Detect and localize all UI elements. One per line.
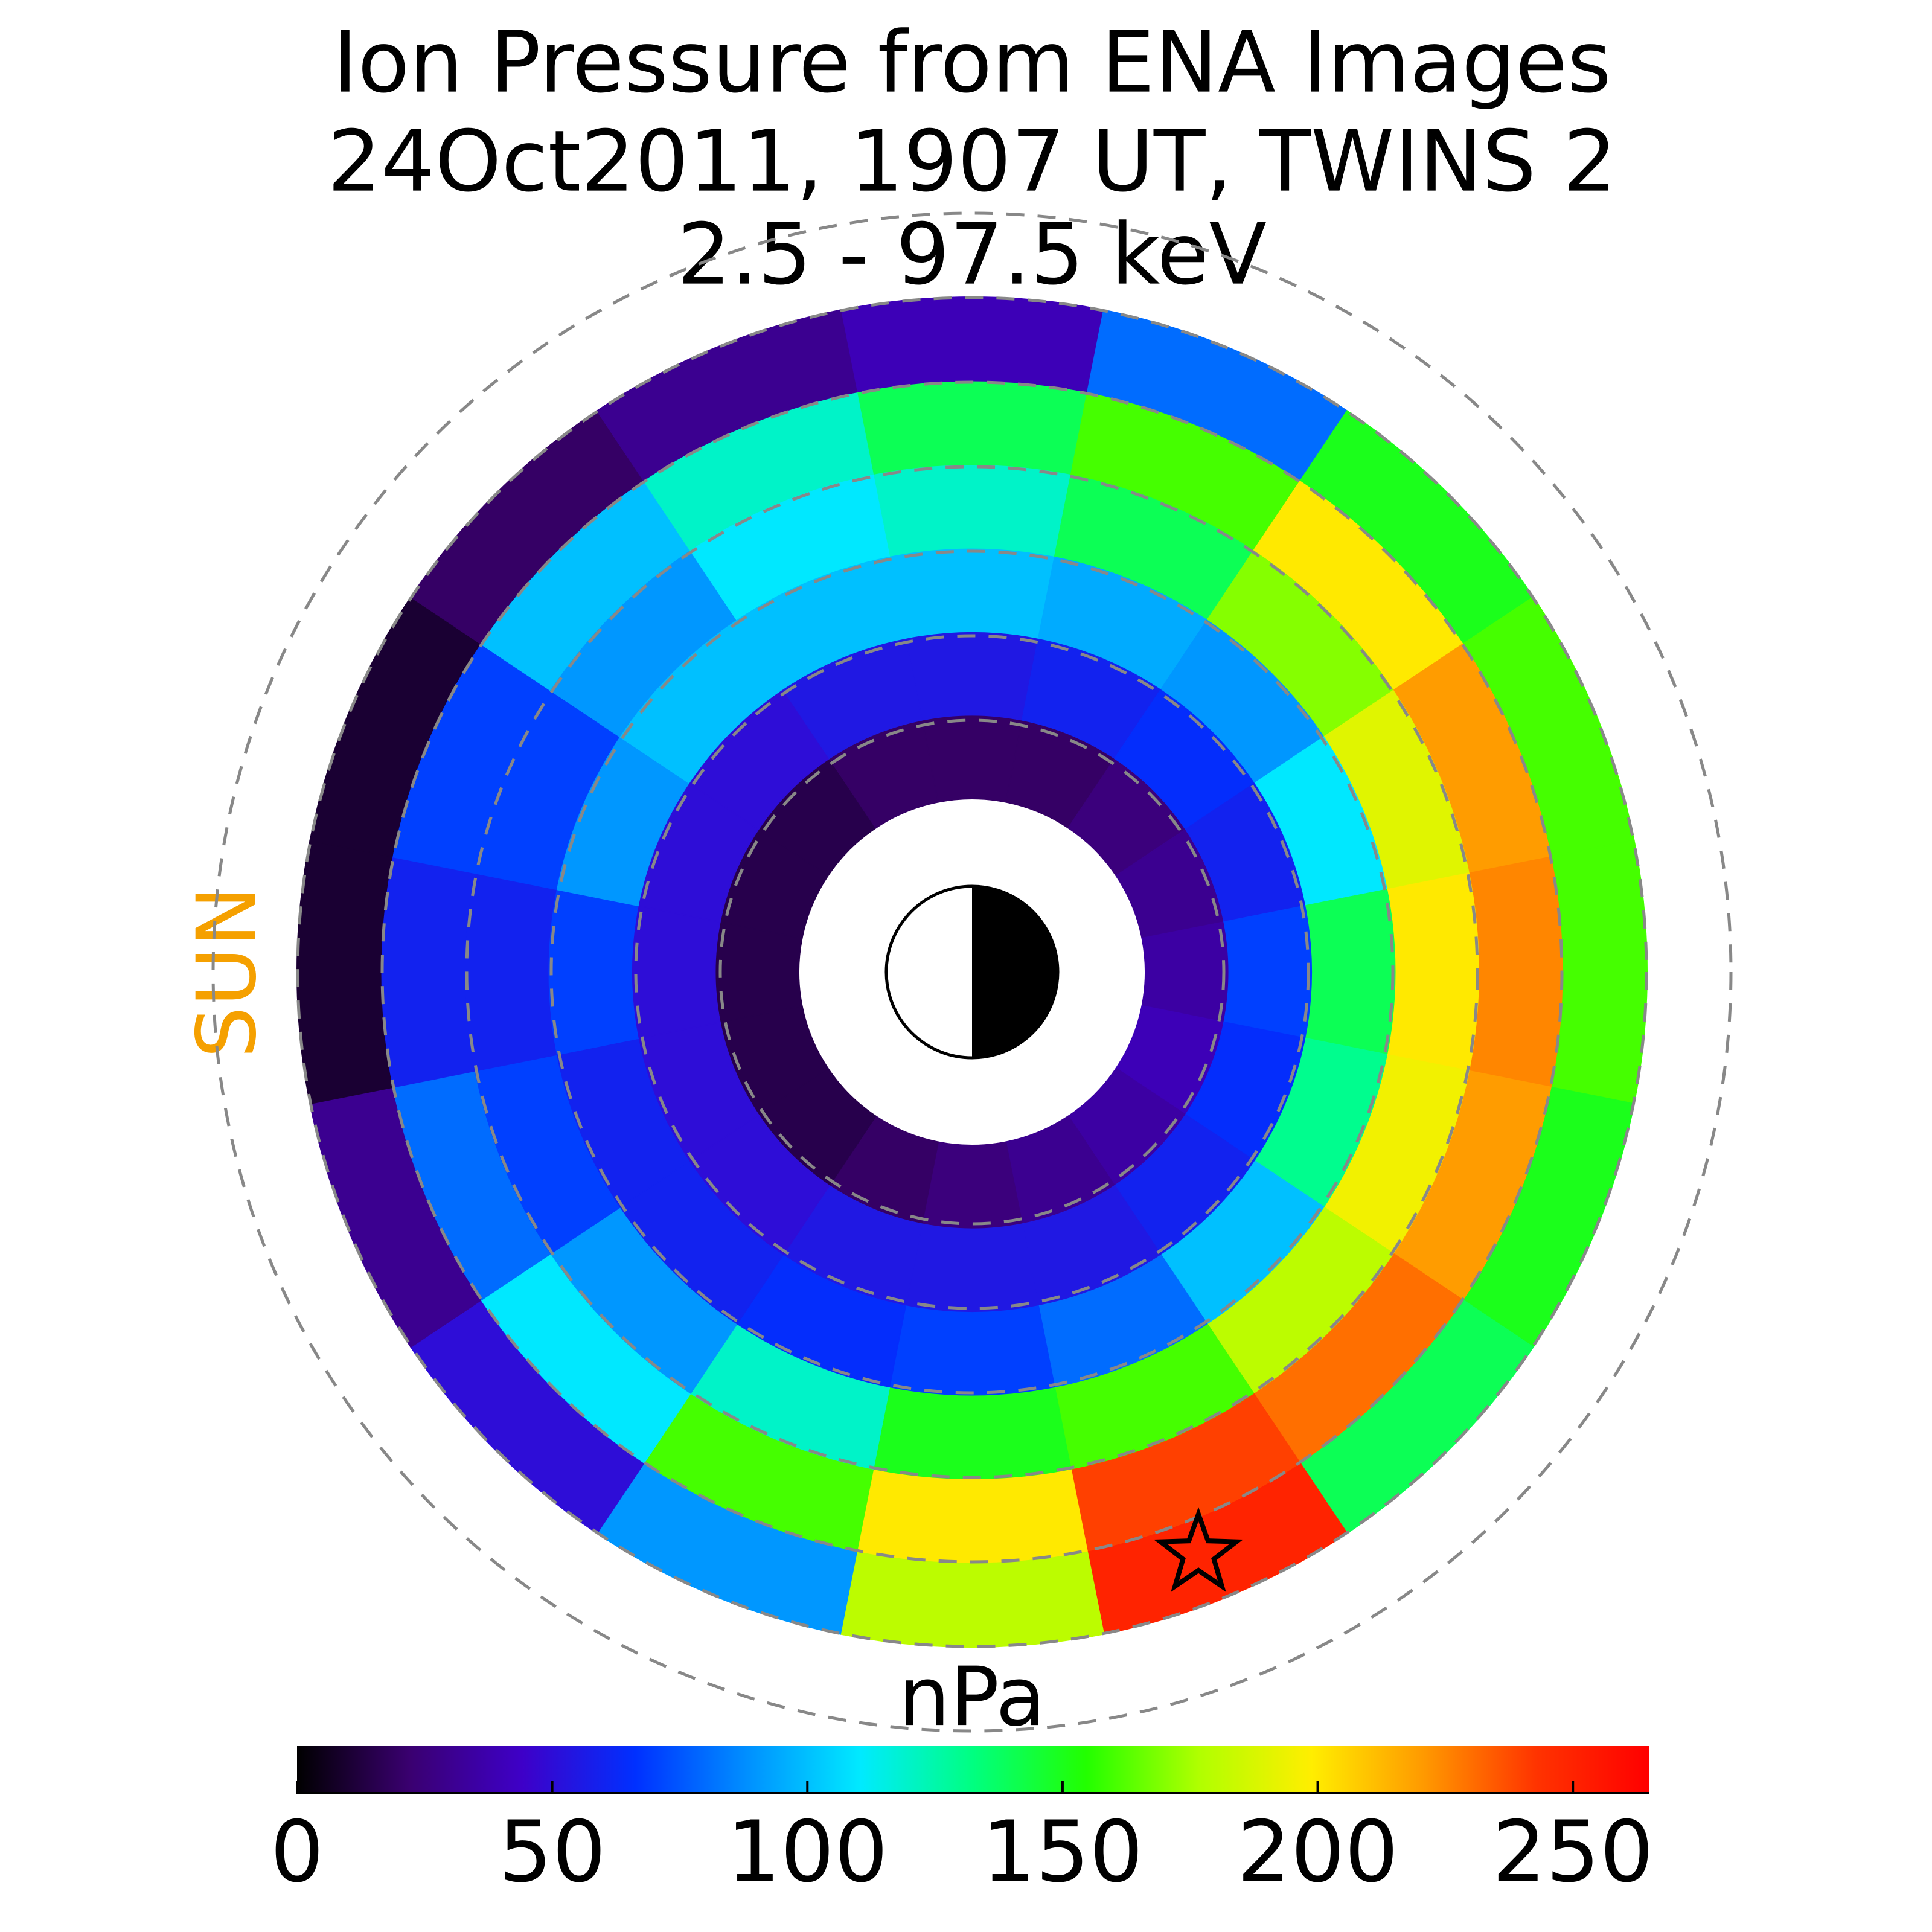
title-line: Ion Pressure from ENA Images [333, 14, 1611, 112]
heatmap [296, 296, 1648, 1648]
dashed-circle [549, 549, 1395, 1395]
heat-cell [839, 1551, 1105, 1648]
colorbar-tick-label: 200 [1237, 1803, 1398, 1902]
heat-cell [839, 296, 1105, 393]
earth-night [972, 886, 1058, 1058]
dashed-circle [634, 634, 1310, 1310]
heat-cell [380, 856, 475, 1089]
title-line: 2.5 - 97.5 keV [677, 206, 1267, 304]
heat-cell [714, 921, 803, 1023]
dashed-circle [296, 296, 1648, 1648]
colorbar-axis: 0 50 100 150 200 250 [270, 1781, 1654, 1902]
heat-cell [856, 380, 1089, 475]
heat-cell [464, 872, 557, 1072]
heat-cell [921, 1141, 1023, 1230]
heat-cell [888, 547, 1056, 639]
spacecraft-star [1153, 1507, 1244, 1592]
heat-cell [1551, 839, 1648, 1105]
heat-cell [1223, 904, 1313, 1040]
heat-cell [904, 1223, 1040, 1313]
dashed-circle [465, 465, 1479, 1479]
overlay [211, 211, 1733, 1733]
colorbar-tick-label: 100 [727, 1803, 888, 1902]
dashed-circle [211, 211, 1733, 1733]
colorbar-tick-label: 150 [982, 1803, 1143, 1902]
heat-cell [1141, 921, 1230, 1023]
colorbar-tick-label: 0 [270, 1803, 324, 1902]
heat-cell [1469, 856, 1564, 1089]
heat-cell [296, 839, 393, 1105]
heat-cell [1305, 888, 1397, 1056]
heat-cell [872, 1387, 1072, 1480]
heat-cell [631, 904, 721, 1040]
title-line: 24Oct2011, 1907 UT, TWINS 2 [327, 113, 1617, 211]
heat-cell [921, 714, 1023, 803]
dashed-circle [718, 718, 1226, 1226]
sun-label: SUN [179, 886, 274, 1058]
heat-cell [856, 1469, 1089, 1564]
colorbar-tick-label: 250 [1492, 1803, 1654, 1902]
heat-cell [1387, 872, 1480, 1072]
heat-cell [547, 888, 639, 1056]
colorbar-tick-label: 50 [499, 1803, 606, 1902]
colorbar [297, 1746, 1649, 1793]
heat-cell [904, 631, 1040, 721]
heat-cell [872, 464, 1072, 557]
dashed-circle [380, 380, 1564, 1564]
heat-cell [888, 1305, 1056, 1397]
